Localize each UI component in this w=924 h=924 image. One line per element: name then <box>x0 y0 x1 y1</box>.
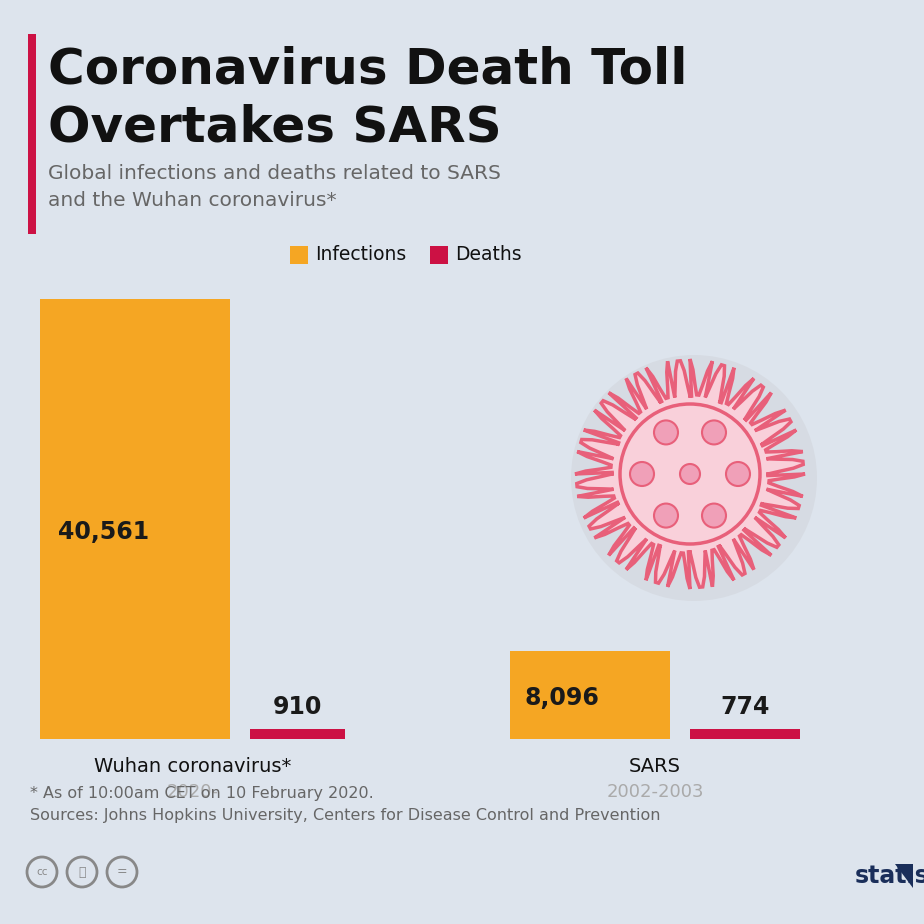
Circle shape <box>620 404 760 544</box>
Text: =: = <box>116 866 128 879</box>
Bar <box>430 246 448 264</box>
Text: ⓘ: ⓘ <box>79 866 86 879</box>
Bar <box>40 299 230 739</box>
Text: Overtakes SARS: Overtakes SARS <box>48 104 502 152</box>
Bar <box>290 246 308 264</box>
Polygon shape <box>575 359 805 589</box>
Circle shape <box>654 504 678 528</box>
Text: Infections: Infections <box>315 246 407 264</box>
Text: 774: 774 <box>721 695 770 719</box>
Circle shape <box>571 355 817 601</box>
Text: 40,561: 40,561 <box>58 520 149 544</box>
Circle shape <box>702 420 726 444</box>
Circle shape <box>726 462 750 486</box>
Bar <box>28 34 36 234</box>
Text: SARS: SARS <box>629 757 681 776</box>
Text: Coronavirus Death Toll: Coronavirus Death Toll <box>48 46 687 94</box>
Text: cc: cc <box>36 867 48 877</box>
Circle shape <box>654 420 678 444</box>
Polygon shape <box>895 864 913 888</box>
Text: * As of 10:00am CET on 10 February 2020.
Sources: Johns Hopkins University, Cent: * As of 10:00am CET on 10 February 2020.… <box>30 786 661 823</box>
Text: 2002-2003: 2002-2003 <box>606 783 704 801</box>
Bar <box>690 729 800 739</box>
Circle shape <box>680 464 700 484</box>
Circle shape <box>702 504 726 528</box>
Text: Deaths: Deaths <box>455 246 522 264</box>
Text: statista: statista <box>855 864 924 888</box>
Bar <box>510 651 670 739</box>
Text: 8,096: 8,096 <box>525 686 600 710</box>
Bar <box>250 729 345 739</box>
Text: 910: 910 <box>273 695 322 719</box>
Text: Global infections and deaths related to SARS
and the Wuhan coronavirus*: Global infections and deaths related to … <box>48 164 501 211</box>
Circle shape <box>630 462 654 486</box>
Text: Wuhan coronavirus*: Wuhan coronavirus* <box>94 757 291 776</box>
Text: 2020-: 2020- <box>166 783 218 801</box>
